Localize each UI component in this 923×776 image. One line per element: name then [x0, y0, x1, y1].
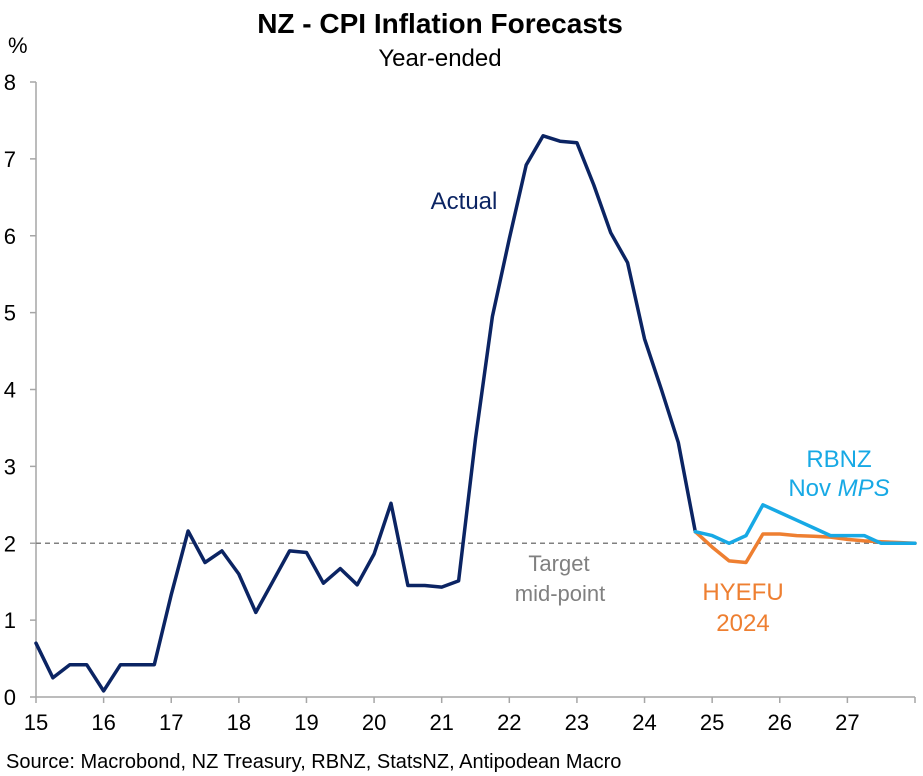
- y-tick-label: 8: [4, 70, 16, 95]
- x-tick-label: 24: [632, 710, 656, 735]
- target-label-line2: mid-point: [515, 581, 605, 606]
- y-axis-ticks: 0 1 2 3 4 5 6 7 8: [4, 70, 36, 710]
- y-tick-label: 5: [4, 301, 16, 326]
- chart-subtitle: Year-ended: [378, 45, 501, 72]
- x-tick-label: 21: [429, 710, 453, 735]
- annotation-rbnz-mps: MPS: [838, 475, 890, 502]
- x-tick-label: 16: [91, 710, 115, 735]
- annotation-rbnz-line1: RBNZ: [806, 446, 871, 473]
- y-tick-label: 2: [4, 531, 16, 556]
- y-tick-label: 4: [4, 378, 16, 403]
- x-tick-label: 23: [565, 710, 589, 735]
- series-line-actual: [34, 134, 698, 693]
- y-tick-label: 0: [4, 685, 16, 710]
- x-tick-label: 15: [24, 710, 48, 735]
- x-tick-label: 22: [497, 710, 521, 735]
- series-line-hyefu-2024: [693, 529, 917, 565]
- y-tick-label: 6: [4, 224, 16, 249]
- x-tick-label: 27: [835, 710, 859, 735]
- chart-title: NZ - CPI Inflation Forecasts: [257, 8, 623, 39]
- x-tick-label: 26: [768, 710, 792, 735]
- target-label-line1: Target: [528, 551, 589, 576]
- annotation-hyefu-line2: 2024: [716, 610, 769, 637]
- x-tick-label: 20: [362, 710, 386, 735]
- source-note: Source: Macrobond, NZ Treasury, RBNZ, St…: [6, 751, 621, 773]
- y-tick-label: 7: [4, 147, 16, 172]
- series-line-rbnz-nov-mps: [693, 503, 917, 546]
- annotation-hyefu-line1: HYEFU: [702, 579, 783, 606]
- x-tick-label: 18: [227, 710, 251, 735]
- annotation-rbnz-nov: Nov: [788, 475, 837, 502]
- x-tick-label: 19: [294, 710, 318, 735]
- x-tick-label: 17: [159, 710, 183, 735]
- y-tick-label: 1: [4, 608, 16, 633]
- x-tick-label: 25: [700, 710, 724, 735]
- x-axis-ticks: 15 16 17 18 19 20 21 22 23 24 25 26 27: [24, 697, 916, 735]
- y-axis-unit-label: %: [8, 33, 28, 58]
- annotation-rbnz-line2: Nov MPS: [788, 475, 889, 502]
- annotation-actual: Actual: [431, 188, 498, 215]
- y-tick-label: 3: [4, 454, 16, 479]
